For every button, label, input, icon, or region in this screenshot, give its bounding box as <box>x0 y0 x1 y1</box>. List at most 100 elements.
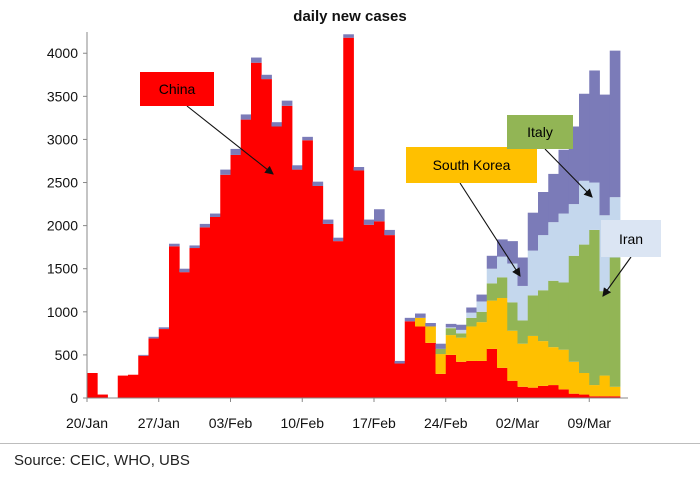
bar-other-02-Feb <box>220 169 231 175</box>
bar-china-24-Jan <box>128 374 139 398</box>
bar-china-07-Feb <box>271 126 283 398</box>
bar-other-18-Feb <box>384 229 395 236</box>
bar-other-03-Feb <box>230 148 242 155</box>
chart-plot: 0 500 1000 1500 2000 2500 3000 3500 4000 20/Jan 27… <box>47 32 632 431</box>
bar-south-korea-05-Mar <box>548 347 559 386</box>
bar-italy-25-Feb <box>456 333 467 338</box>
bar-china-21-Jan <box>97 394 108 398</box>
bar-other-15-Feb <box>353 167 365 171</box>
bar-other-11-Mar <box>609 50 621 198</box>
bar-south-korea-04-Mar <box>538 341 549 386</box>
china-annotation: China <box>140 72 214 106</box>
bar-other-25-Jan <box>138 354 149 356</box>
bar-other-14-Feb <box>343 34 354 38</box>
bar-china-02-Mar <box>517 386 529 398</box>
bar-other-04-Feb <box>240 114 252 120</box>
bar-other-26-Jan <box>148 336 160 339</box>
bar-china-28-Jan <box>169 246 180 398</box>
bar-italy-06-Mar <box>558 282 570 350</box>
bar-other-04-Mar <box>538 192 549 236</box>
bar-china-25-Feb <box>456 361 467 398</box>
bar-other-03-Mar <box>527 212 539 251</box>
ticks-layer: 0 500 1000 1500 2000 2500 3000 3500 4000 20/Jan 27… <box>47 45 612 431</box>
bar-other-17-Feb <box>374 209 385 222</box>
bar-other-01-Mar <box>507 241 518 264</box>
bar-south-korea-10-Mar <box>599 375 611 397</box>
bar-iran-01-Mar <box>507 263 518 303</box>
bar-italy-04-Mar <box>538 290 549 342</box>
y-tick-label: 3000 <box>47 131 78 147</box>
bar-other-10-Mar <box>599 94 611 216</box>
bar-china-29-Feb <box>497 367 508 398</box>
bar-other-25-Feb <box>456 324 467 330</box>
bar-south-korea-29-Feb <box>497 298 508 368</box>
bar-south-korea-24-Feb <box>445 335 457 355</box>
bar-south-korea-21-Feb <box>415 317 426 327</box>
bar-other-08-Mar <box>579 93 590 181</box>
bar-italy-29-Feb <box>497 277 508 299</box>
bar-china-20-Jan <box>87 373 98 398</box>
bar-china-04-Mar <box>538 385 549 398</box>
bar-china-30-Jan <box>189 248 201 398</box>
bar-other-28-Feb <box>486 255 498 269</box>
bar-china-04-Feb <box>240 119 252 398</box>
bar-other-16-Feb <box>363 219 375 225</box>
bar-italy-05-Mar <box>548 280 559 348</box>
x-tick-label: 20/Jan <box>66 415 108 431</box>
bar-other-24-Feb <box>445 323 457 328</box>
x-tick-label: 17/Feb <box>352 415 396 431</box>
bar-south-korea-11-Mar <box>609 386 621 397</box>
bar-italy-01-Mar <box>507 302 518 331</box>
y-tick-label: 3500 <box>47 88 78 104</box>
bar-other-23-Feb <box>435 343 447 349</box>
bar-iran-28-Feb <box>486 268 498 284</box>
bar-china-27-Jan <box>158 329 170 398</box>
bar-other-05-Mar <box>548 173 559 223</box>
bar-china-15-Feb <box>353 170 365 398</box>
bar-china-24-Feb <box>445 354 457 398</box>
bar-iran-06-Mar <box>558 213 570 283</box>
bar-china-19-Feb <box>394 363 406 398</box>
y-tick-label: 1500 <box>47 261 78 277</box>
bar-other-12-Feb <box>322 219 334 224</box>
bar-china-27-Feb <box>476 360 488 398</box>
y-tick-label: 0 <box>70 390 78 406</box>
bar-south-korea-23-Feb <box>435 354 447 374</box>
bar-china-05-Mar <box>548 385 559 398</box>
bar-china-23-Feb <box>435 373 447 398</box>
bar-other-29-Jan <box>179 268 190 273</box>
bar-italy-27-Feb <box>476 311 488 323</box>
bar-china-01-Mar <box>507 380 518 398</box>
x-tick-label: 03/Feb <box>209 415 253 431</box>
bar-italy-07-Mar <box>568 255 580 362</box>
bar-other-09-Mar <box>589 70 600 183</box>
bar-china-26-Feb <box>466 360 477 398</box>
bar-south-korea-28-Feb <box>486 300 498 349</box>
bar-other-01-Feb <box>210 213 221 217</box>
bar-china-10-Feb <box>302 140 313 399</box>
bar-china-16-Feb <box>363 224 375 398</box>
bar-iran-03-Mar <box>527 250 539 296</box>
x-tick-label: 24/Feb <box>424 415 468 431</box>
bar-other-30-Jan <box>189 245 201 249</box>
bar-iran-26-Feb <box>466 312 477 318</box>
bar-other-06-Mar <box>558 149 570 214</box>
bar-italy-23-Feb <box>435 348 447 355</box>
bar-china-23-Jan <box>117 375 129 398</box>
y-tick-label: 2000 <box>47 218 78 234</box>
bar-south-korea-03-Mar <box>527 335 539 388</box>
bar-iran-27-Feb <box>476 301 488 312</box>
bar-china-28-Feb <box>486 348 498 398</box>
bar-south-korea-25-Feb <box>456 337 467 362</box>
bar-china-22-Feb <box>425 342 436 398</box>
source-note: Source: CEIC, WHO, UBS <box>14 452 190 469</box>
y-tick-label: 4000 <box>47 45 78 61</box>
bar-south-korea-02-Mar <box>517 343 529 387</box>
bar-iran-09-Mar <box>589 182 600 230</box>
bar-china-10-Mar <box>599 396 611 398</box>
south-korea-annotation: South Korea <box>406 147 537 183</box>
bar-china-09-Mar <box>589 396 600 398</box>
bar-other-26-Feb <box>466 307 477 313</box>
bar-other-09-Feb <box>292 165 303 170</box>
bar-south-korea-08-Mar <box>579 373 590 395</box>
